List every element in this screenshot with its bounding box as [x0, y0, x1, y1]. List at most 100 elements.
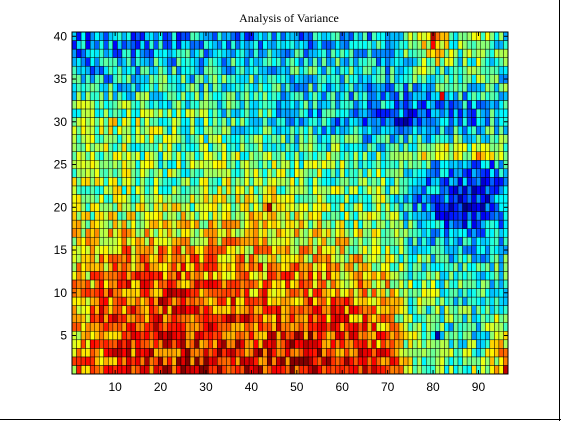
heatmap-cell: [348, 177, 354, 187]
heatmap-cell: [244, 305, 250, 315]
heatmap-cell: [326, 125, 332, 135]
heatmap-cell: [108, 177, 114, 187]
heatmap-cell: [385, 194, 391, 204]
heatmap-cell: [357, 365, 363, 375]
heatmap-cell: [126, 322, 132, 332]
heatmap-cell: [217, 160, 223, 170]
heatmap-cell: [121, 279, 127, 289]
heatmap-cell: [198, 288, 204, 298]
heatmap-cell: [357, 322, 363, 332]
heatmap-cell: [448, 339, 454, 349]
heatmap-cell: [485, 65, 491, 75]
heatmap-cell: [153, 177, 159, 187]
heatmap-cell: [380, 254, 386, 264]
heatmap-cell: [271, 83, 277, 93]
heatmap-cell: [85, 313, 91, 323]
heatmap-cell: [153, 48, 159, 58]
heatmap-cell: [217, 185, 223, 195]
heatmap-cell: [208, 74, 214, 84]
heatmap-cell: [176, 219, 182, 229]
heatmap-cell: [485, 219, 491, 229]
heatmap-cell: [312, 296, 318, 306]
heatmap-cell: [280, 108, 286, 118]
heatmap-cell: [112, 236, 118, 246]
heatmap-cell: [366, 254, 372, 264]
heatmap-cell: [212, 117, 218, 127]
heatmap-cell: [498, 331, 504, 341]
heatmap-cell: [117, 313, 123, 323]
heatmap-cell: [294, 279, 300, 289]
heatmap-cell: [453, 57, 459, 67]
heatmap-cell: [339, 117, 345, 127]
heatmap-cell: [466, 271, 472, 281]
heatmap-cell: [185, 254, 191, 264]
heatmap-cell: [317, 125, 323, 135]
heatmap-cell: [407, 348, 413, 358]
heatmap-cell: [412, 211, 418, 221]
heatmap-cell: [394, 271, 400, 281]
heatmap-cell: [494, 91, 500, 101]
heatmap-cell: [353, 279, 359, 289]
heatmap-cell: [480, 211, 486, 221]
heatmap-cell: [448, 74, 454, 84]
heatmap-cell: [257, 288, 263, 298]
heatmap-cell: [398, 236, 404, 246]
heatmap-cell: [357, 117, 363, 127]
heatmap-cell: [376, 331, 382, 341]
heatmap-cell: [430, 356, 436, 366]
heatmap-cell: [435, 74, 441, 84]
heatmap-cell: [366, 271, 372, 281]
heatmap-cell: [117, 40, 123, 50]
heatmap-cell: [167, 194, 173, 204]
heatmap-cell: [444, 211, 450, 221]
heatmap-cell: [312, 125, 318, 135]
heatmap-cell: [389, 40, 395, 50]
heatmap-cell: [485, 356, 491, 366]
heatmap-cell: [385, 356, 391, 366]
heatmap-cell: [348, 185, 354, 195]
heatmap-cell: [403, 296, 409, 306]
heatmap-cell: [357, 279, 363, 289]
heatmap-cell: [366, 219, 372, 229]
heatmap-cell: [498, 160, 504, 170]
heatmap-cell: [212, 228, 218, 238]
heatmap-cell: [194, 348, 200, 358]
heatmap-cell: [144, 194, 150, 204]
heatmap-cell: [89, 211, 95, 221]
heatmap-cell: [89, 117, 95, 127]
heatmap-cell: [144, 356, 150, 366]
heatmap-cell: [262, 117, 268, 127]
heatmap-cell: [426, 108, 432, 118]
heatmap-cell: [489, 219, 495, 229]
heatmap-cell: [94, 168, 100, 178]
heatmap-cell: [176, 108, 182, 118]
heatmap-cell: [257, 245, 263, 255]
heatmap-cell: [389, 91, 395, 101]
heatmap-cell: [80, 83, 86, 93]
heatmap-cell: [189, 296, 195, 306]
heatmap-cell: [371, 236, 377, 246]
heatmap-cell: [448, 185, 454, 195]
heatmap-cell: [189, 313, 195, 323]
heatmap-cell: [362, 83, 368, 93]
heatmap-cell: [485, 211, 491, 221]
heatmap-cell: [203, 271, 209, 281]
heatmap-cell: [435, 108, 441, 118]
heatmap-cell: [412, 108, 418, 118]
heatmap-cell: [466, 365, 472, 375]
heatmap-cell: [426, 202, 432, 212]
heatmap-cell: [158, 236, 164, 246]
heatmap-cell: [430, 40, 436, 50]
heatmap-cell: [453, 356, 459, 366]
heatmap-cell: [294, 83, 300, 93]
heatmap-cell: [144, 313, 150, 323]
heatmap-cell: [485, 142, 491, 152]
heatmap-cell: [362, 228, 368, 238]
heatmap-cell: [198, 125, 204, 135]
heatmap-cell: [480, 40, 486, 50]
heatmap-cell: [230, 168, 236, 178]
heatmap-cell: [453, 211, 459, 221]
heatmap-cell: [407, 279, 413, 289]
heatmap-cell: [480, 339, 486, 349]
heatmap-cell: [303, 313, 309, 323]
